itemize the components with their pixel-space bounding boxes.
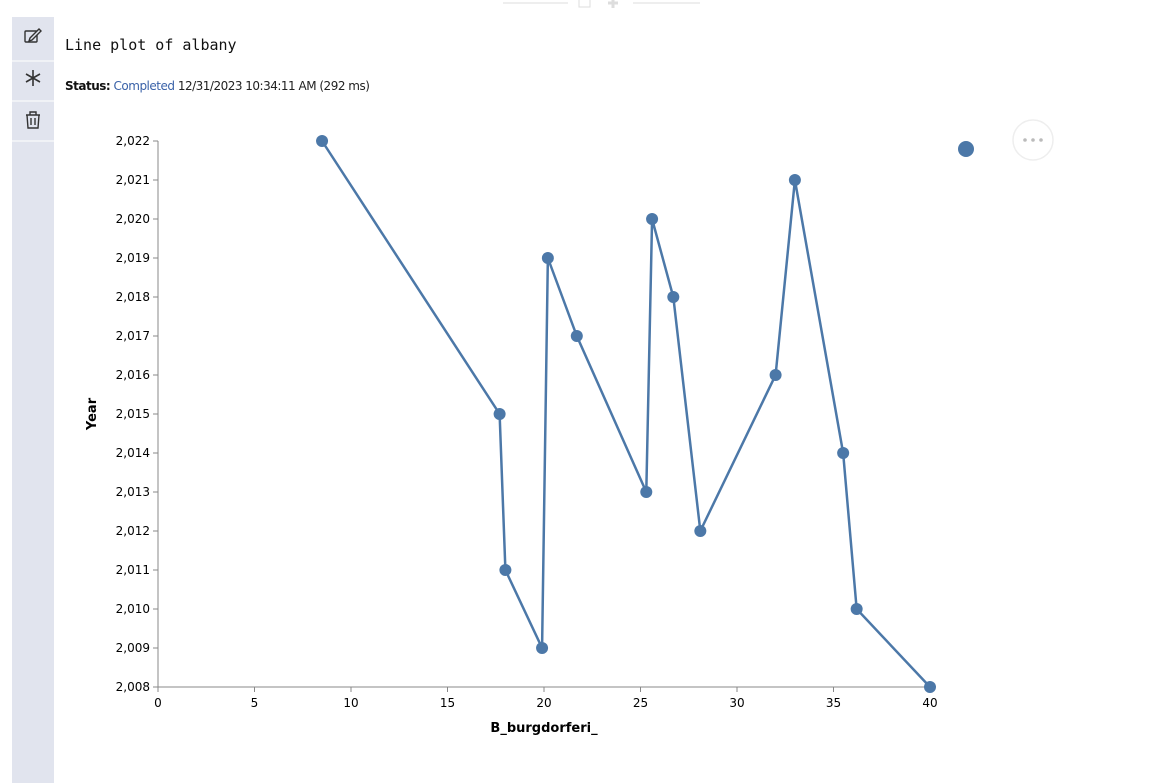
add-icon[interactable] bbox=[608, 0, 618, 8]
edit-icon[interactable] bbox=[578, 0, 591, 8]
y-tick-label: 2,012 bbox=[116, 524, 150, 538]
x-tick-label: 5 bbox=[251, 696, 259, 710]
y-tick-label: 2,016 bbox=[116, 368, 150, 382]
y-tick-label: 2,014 bbox=[116, 446, 150, 460]
y-axis-title: Year bbox=[85, 397, 100, 431]
y-tick-label: 2,021 bbox=[116, 173, 150, 187]
y-tick-label: 2,020 bbox=[116, 212, 150, 226]
edit-button[interactable] bbox=[24, 28, 42, 43]
data-point bbox=[493, 408, 506, 420]
x-tick-label: 35 bbox=[826, 696, 841, 710]
data-point bbox=[541, 252, 554, 264]
data-point bbox=[924, 681, 936, 693]
y-tick-label: 2,019 bbox=[116, 251, 150, 265]
data-point bbox=[536, 642, 549, 654]
y-tick-label: 2,022 bbox=[116, 134, 150, 148]
data-point bbox=[646, 213, 659, 225]
x-tick-label: 25 bbox=[633, 696, 648, 710]
status-line: Status: Completed 12/31/2023 10:34:11 AM… bbox=[65, 79, 369, 93]
x-tick-label: 15 bbox=[440, 696, 455, 710]
y-tick-label: 2,017 bbox=[116, 329, 150, 343]
chart: 0 5 10 15 20 25 30 35 40 2,008 2,009 2,010 2,011 2,01… bbox=[85, 134, 938, 736]
x-tick-label: 40 bbox=[922, 696, 937, 710]
y-tick-label: 2,018 bbox=[116, 290, 150, 304]
data-point bbox=[570, 330, 583, 342]
data-point bbox=[769, 369, 782, 381]
x-tick-label: 30 bbox=[729, 696, 744, 710]
y-tick-label: 2,008 bbox=[116, 680, 150, 694]
data-point bbox=[316, 135, 329, 147]
y-tick-label: 2,009 bbox=[116, 641, 150, 655]
x-tick-label: 20 bbox=[536, 696, 551, 710]
data-point bbox=[837, 447, 850, 459]
data-point bbox=[640, 486, 653, 498]
y-tick-label: 2,010 bbox=[116, 602, 150, 616]
indicator-dot bbox=[958, 141, 974, 157]
status-timestamp: 12/31/2023 10:34:11 AM (292 ms) bbox=[178, 79, 370, 93]
sidebar bbox=[12, 17, 54, 783]
data-point bbox=[499, 564, 512, 576]
cell-toolbar bbox=[503, 0, 700, 8]
data-line bbox=[321, 140, 931, 688]
x-tick-label: 0 bbox=[154, 696, 162, 710]
data-point bbox=[694, 525, 707, 537]
status-state[interactable]: Completed bbox=[114, 79, 175, 93]
y-tick-label: 2,015 bbox=[116, 407, 150, 421]
y-tick-label: 2,011 bbox=[116, 563, 150, 577]
more-dots bbox=[1023, 138, 1043, 142]
x-tick-label: 10 bbox=[343, 696, 358, 710]
cell-title: Line plot of albany bbox=[65, 36, 237, 54]
x-axis-title: B_burgdorferi_ bbox=[490, 721, 598, 736]
status-label: Status: bbox=[65, 79, 110, 93]
data-point bbox=[788, 174, 801, 186]
delete-button[interactable] bbox=[26, 111, 40, 129]
data-point bbox=[667, 291, 680, 303]
freeze-button[interactable] bbox=[25, 70, 41, 86]
data-point bbox=[850, 603, 863, 615]
y-tick-label: 2,013 bbox=[116, 485, 150, 499]
